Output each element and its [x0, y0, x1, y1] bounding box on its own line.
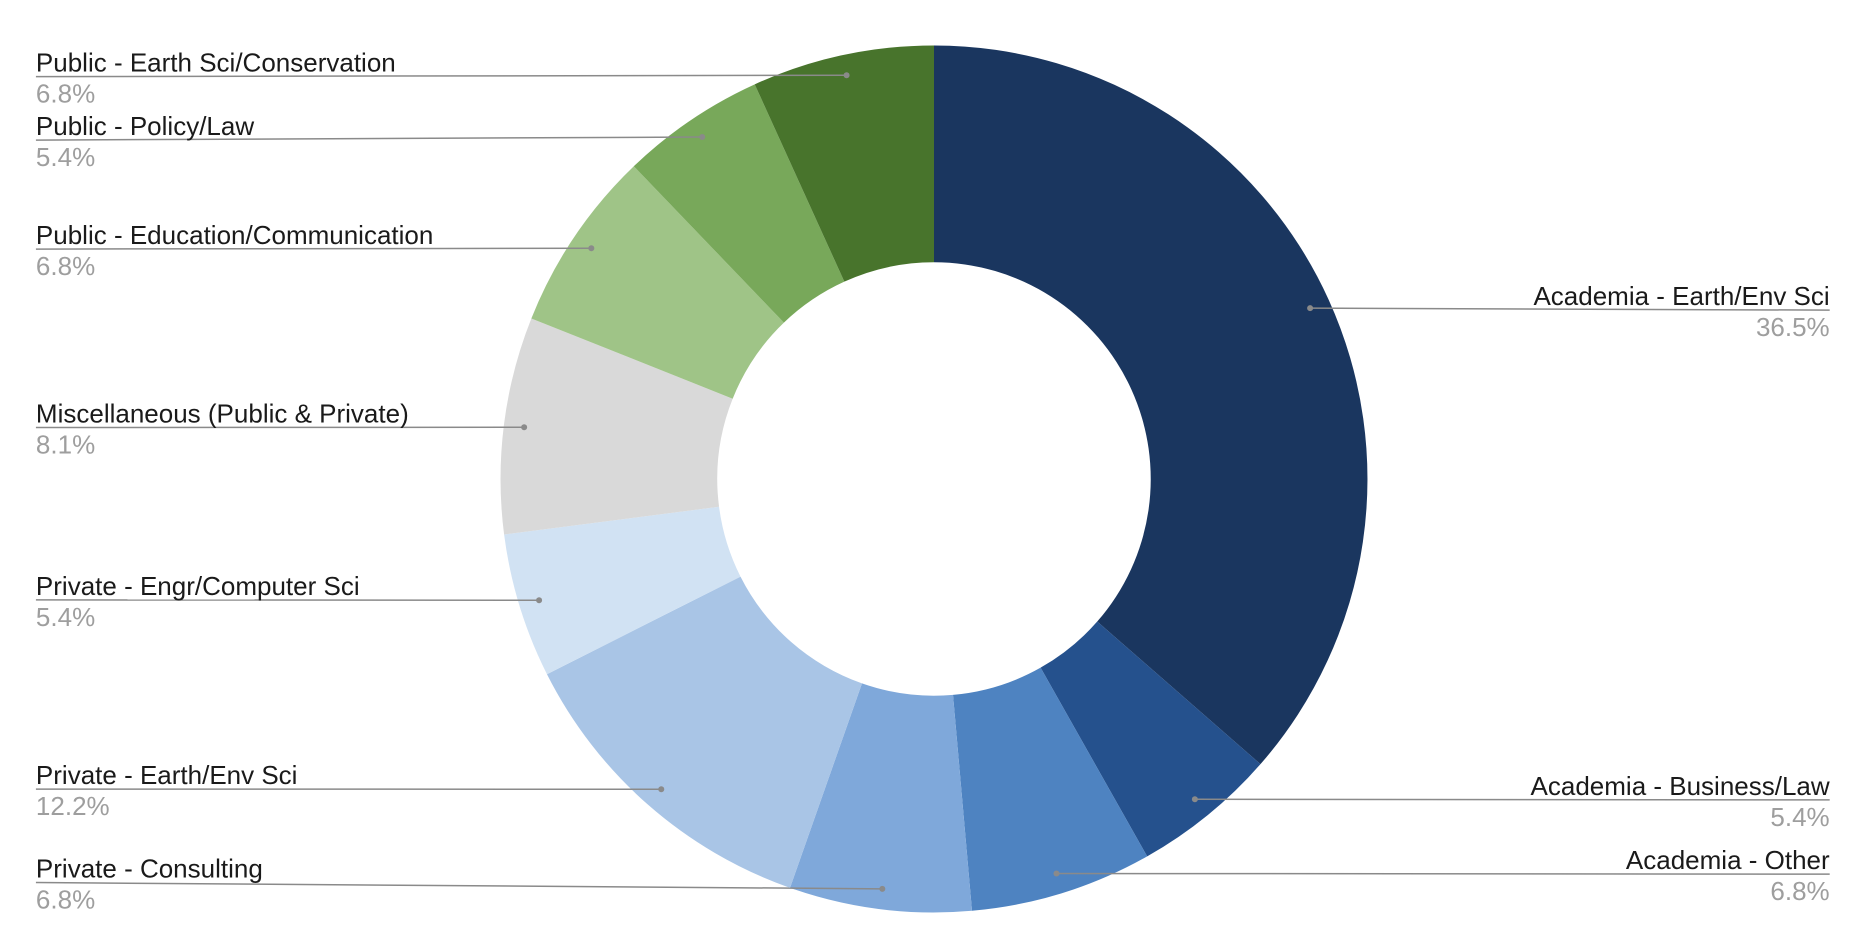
leader-dot [843, 72, 850, 79]
slice [1040, 621, 1261, 857]
leader-line [1056, 872, 1830, 875]
slice [934, 45, 1368, 765]
slice-label: Academia - Business/Law [1531, 771, 1830, 801]
slice-label: Private - Earth/Env Sci [36, 760, 298, 790]
slice [504, 506, 741, 675]
value-label: 5.4% [36, 602, 95, 632]
leader-dot [536, 597, 543, 604]
leader-dot [699, 134, 706, 141]
leader-dot [1191, 796, 1198, 803]
slice-label: Private - Consulting [36, 854, 263, 884]
value-label: 5.4% [36, 142, 95, 172]
leader-line [1194, 798, 1830, 801]
leader-dot [1053, 870, 1060, 877]
slice [546, 576, 863, 888]
slice-label: Academia - Earth/Env Sci [1533, 281, 1829, 311]
slice [953, 667, 1148, 911]
value-label: 12.2% [36, 791, 110, 821]
leader-line [35, 136, 703, 141]
leader-line [1310, 307, 1830, 311]
value-label: 5.4% [1770, 802, 1829, 832]
slice [531, 166, 784, 399]
value-label: 6.8% [36, 885, 95, 915]
slice-label: Public - Earth Sci/Conservation [36, 48, 396, 78]
slice-label: Private - Engr/Computer Sci [36, 571, 360, 601]
slice [500, 318, 733, 535]
value-label: 6.8% [1770, 876, 1829, 906]
value-label: 6.8% [36, 251, 95, 281]
slice [790, 683, 973, 913]
leader-dot [879, 885, 886, 892]
leader-dot [1307, 305, 1314, 312]
slice-label: Academia - Other [1626, 845, 1830, 875]
slice-label: Public - Education/Communication [36, 220, 433, 250]
leader-line [35, 881, 883, 890]
leader-dot [588, 245, 595, 252]
value-label: 36.5% [1756, 312, 1830, 342]
leader-line [35, 74, 847, 78]
slice [633, 84, 845, 323]
value-label: 8.1% [36, 429, 95, 459]
slice-label: Public - Policy/Law [36, 111, 254, 141]
leader-line [35, 247, 592, 250]
value-label: 6.8% [36, 79, 95, 109]
leader-dot [521, 424, 528, 431]
slice [754, 45, 934, 282]
slice-label: Miscellaneous (Public & Private) [36, 398, 409, 428]
leader-dot [658, 786, 665, 793]
